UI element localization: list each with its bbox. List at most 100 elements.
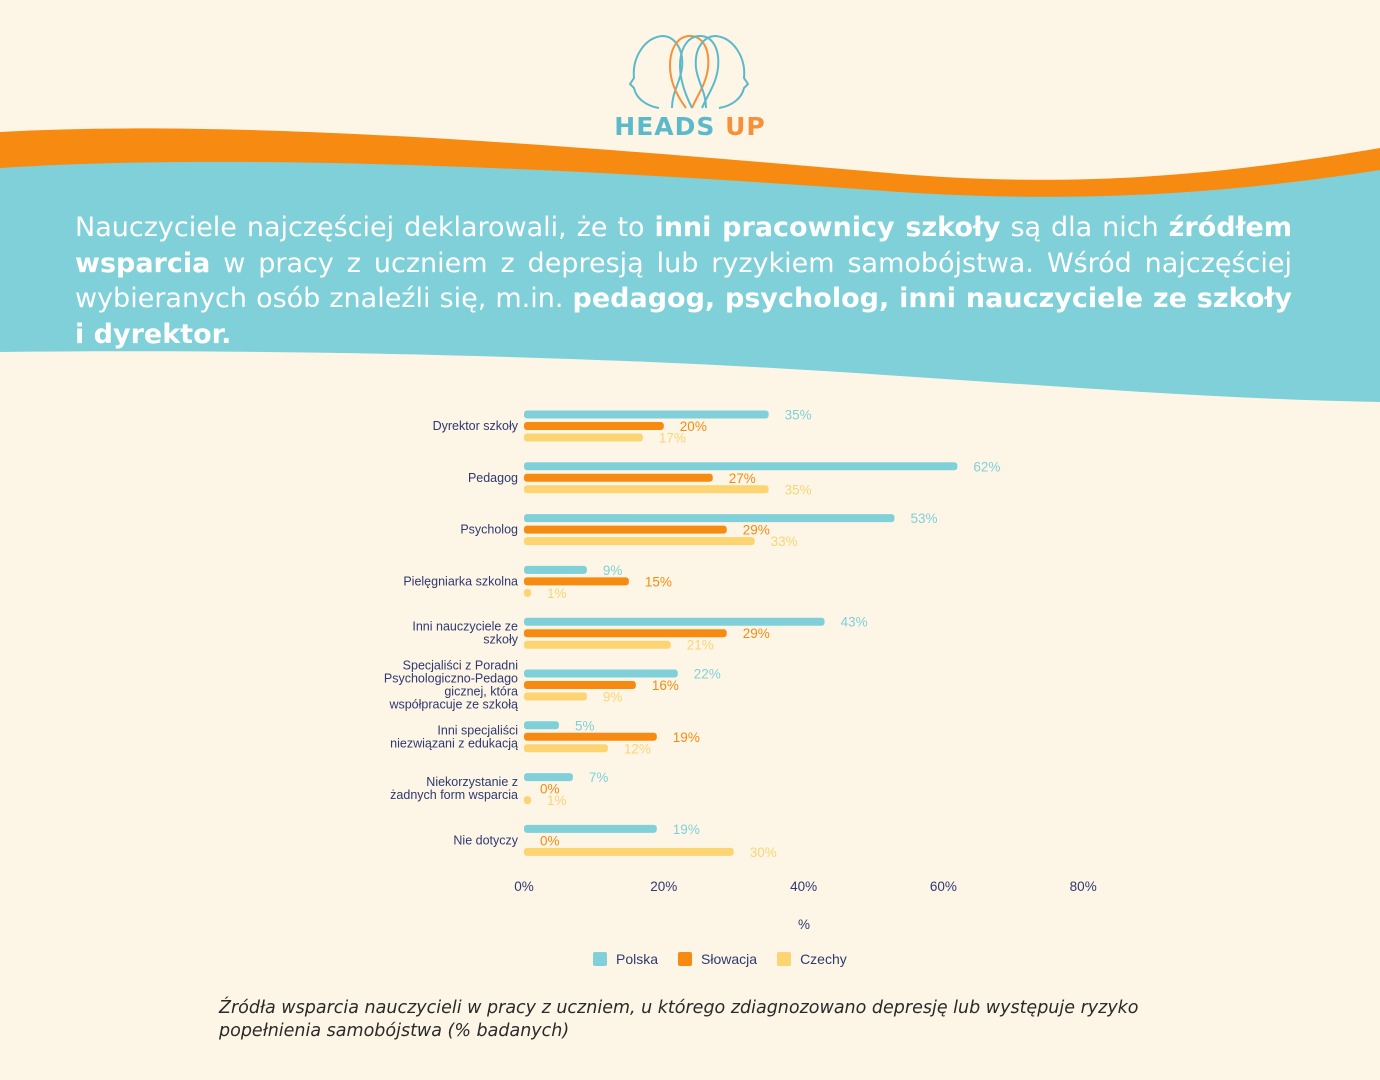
legend-item-polska: Polska: [593, 951, 658, 967]
bar-polska: [524, 410, 769, 419]
bar-value-label: 20%: [680, 419, 707, 434]
category-label: Pielęgniarka szkolna: [403, 574, 518, 588]
chart-x-ticks: 0% 20% 40% 60% 80%: [514, 879, 1096, 894]
logo-word-heads: HEADS: [614, 112, 716, 141]
category-label: Nie dotyczy: [453, 833, 518, 847]
category-label-line: Inni nauczyciele ze: [412, 620, 518, 634]
bar-value-label: 19%: [673, 822, 700, 837]
bar-value-label: 5%: [575, 718, 595, 733]
chart-bars: [524, 410, 958, 856]
category-label: Dyrektor szkoły: [433, 419, 519, 433]
category-label-line: Specjaliści z Poradni: [403, 659, 518, 673]
teal-wave: [0, 161, 1380, 402]
category-label: Specjaliści z Poradni Psychologiczno-Peda…: [384, 659, 518, 712]
bar-słowacja: [524, 525, 727, 534]
category-label: Psycholog: [460, 523, 518, 537]
headline-bold-2: źródłem wsparcia: [75, 212, 1292, 279]
bar-czechy: [524, 485, 769, 494]
bar-value-label: 62%: [973, 459, 1000, 474]
category-label-line: Psychologiczno-Pedago: [384, 672, 518, 686]
legend-swatch-czechy: [777, 952, 792, 966]
bar-value-label: 7%: [589, 770, 609, 785]
bar-słowacja: [524, 681, 636, 689]
heads-up-logo: [628, 34, 750, 109]
headline-text-1: Nauczyciele najczęściej deklarowali, że …: [75, 212, 655, 243]
bar-polska: [524, 514, 895, 523]
logo-head-center-right: [678, 34, 720, 109]
bar-słowacja: [524, 629, 727, 638]
bar-słowacja: [524, 732, 657, 741]
category-label-line: niezwiązani z edukacją: [390, 736, 518, 750]
bar-value-label: 43%: [841, 615, 868, 630]
bar-value-label: 12%: [624, 741, 651, 756]
category-label-line: żadnych form wsparcia: [390, 788, 518, 802]
category-label-line: Nie dotyczy: [453, 833, 518, 847]
bar-value-label: 9%: [603, 690, 623, 705]
headline: Nauczyciele najczęściej deklarowali, że …: [75, 210, 1292, 352]
category-label: Niekorzystanie z żadnych form wsparcia: [390, 775, 518, 802]
bar-value-label: 30%: [750, 845, 777, 860]
bar-value-label: 21%: [687, 638, 714, 653]
bar-czechy: [524, 847, 734, 856]
bar-value-label: 9%: [603, 563, 623, 578]
category-label-line: współpracuje ze szkołą: [388, 698, 518, 712]
category-label: Pedagog: [468, 471, 518, 485]
bar-czechy: [524, 433, 643, 442]
bar-value-label: 33%: [771, 534, 798, 549]
logo-word-up: UP: [725, 112, 766, 141]
logo-head-right: [694, 34, 750, 109]
bar-value-label: 22%: [694, 667, 721, 682]
category-label-line: Psycholog: [460, 523, 518, 537]
bar-value-label: 17%: [659, 431, 686, 446]
legend-swatch-slowacja: [678, 952, 693, 966]
category-label-line: szkoły: [483, 633, 518, 647]
legend-item-czechy: Czechy: [777, 951, 847, 967]
bar-polska: [524, 773, 573, 782]
bar-value-label: 29%: [743, 626, 770, 641]
headline-text-2: są dla nich: [1000, 212, 1169, 243]
chart-category-labels: Dyrektor szkoły Pedagog Psycholog Pielęgnia…: [384, 419, 519, 847]
category-label-line: Pedagog: [468, 471, 518, 485]
bar-czechy: [524, 537, 755, 546]
headline-bold-1: inni pracownicy szkoły: [654, 212, 1001, 243]
bar-value-label: 35%: [785, 408, 812, 423]
chart-caption: Źródła wsparcia nauczycieli w pracy z uc…: [219, 998, 1139, 1041]
headline-bold-3: pedagog, psycholog, inni nauczyciele ze …: [75, 283, 1292, 350]
bar-czechy: [524, 744, 608, 753]
bar-value-label: 19%: [673, 730, 700, 745]
bar-polska: [524, 617, 825, 626]
logo-head-center-left: [668, 34, 710, 109]
category-label: Inni specjaliści niezwiązani z edukacją: [390, 723, 518, 750]
bar-value-label: 1%: [547, 586, 567, 601]
bar-value-label: 16%: [652, 678, 679, 693]
bar-czechy: [524, 588, 531, 597]
legend-label-slowacja: Słowacja: [701, 951, 758, 967]
chart-x-axis-label: %: [798, 917, 810, 932]
x-tick-label: 40%: [790, 879, 817, 894]
bar-polska: [524, 824, 657, 833]
bar-value-label: 1%: [547, 793, 567, 808]
bar-value-label: 35%: [785, 482, 812, 497]
headline-text-3: w pracy z uczniem z depresją lub ryzykie…: [75, 247, 1292, 315]
bar-value-label: 0%: [540, 782, 560, 797]
bar-value-label: 0%: [540, 833, 560, 848]
x-tick-label: 80%: [1070, 879, 1097, 894]
category-label-line: Dyrektor szkoły: [433, 419, 519, 433]
bar-value-label: 27%: [729, 471, 756, 486]
bar-słowacja: [524, 577, 629, 586]
bar-polska: [524, 462, 958, 471]
bar-polska: [524, 669, 678, 678]
legend-item-slowacja: Słowacja: [678, 951, 757, 967]
x-tick-label: 20%: [650, 879, 677, 894]
category-label-line: Niekorzystanie z: [426, 775, 518, 789]
logo-head-left: [628, 34, 684, 109]
x-tick-label: 0%: [514, 879, 534, 894]
chart-value-labels: 35%20%17%62%27%35%53%29%33%9%15%1%43%29%…: [540, 408, 1000, 860]
chart-legend: Polska Słowacja Czechy: [593, 951, 847, 967]
bar-czechy: [524, 796, 531, 805]
category-label-line: gicznej, która: [444, 685, 518, 699]
bar-czechy: [524, 640, 671, 649]
legend-swatch-polska: [593, 952, 607, 966]
